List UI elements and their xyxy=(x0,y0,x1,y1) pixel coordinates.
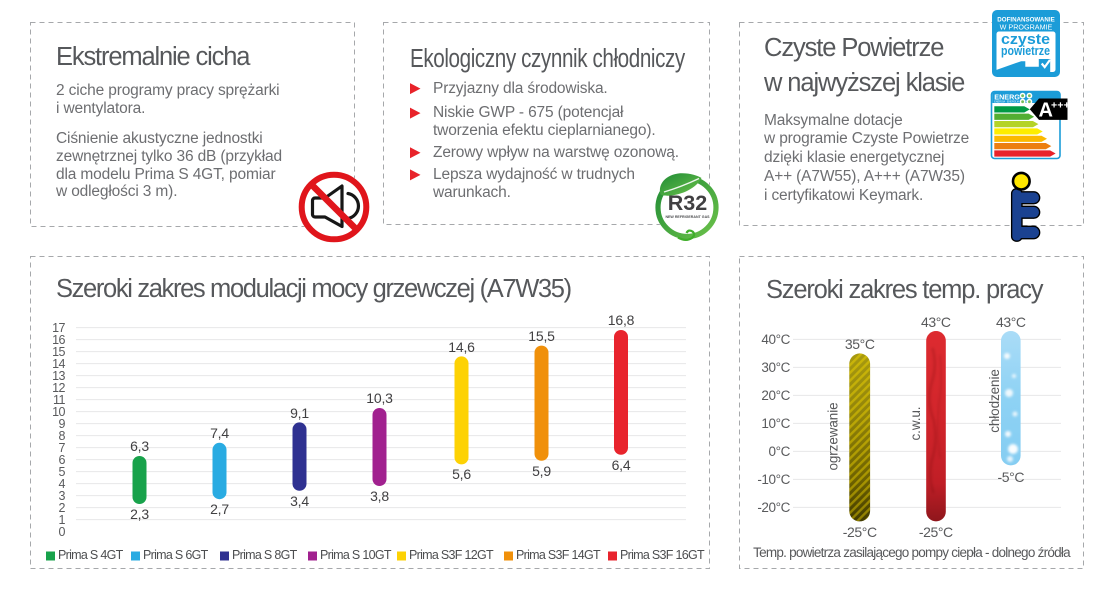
svg-text:chłodzenie: chłodzenie xyxy=(987,369,1002,433)
svg-text:ENERGIA · ENERGIJA · ENERGY: ENERGIA · ENERGIJA · ENERGY xyxy=(994,100,1031,103)
svg-text:ENERG: ENERG xyxy=(994,92,1020,101)
svg-text:W PROGRAMIE: W PROGRAMIE xyxy=(1000,23,1053,32)
svg-text:czyste: czyste xyxy=(1001,31,1050,48)
svg-text:DOFINANSOWANIE: DOFINANSOWANIE xyxy=(997,17,1054,24)
svg-text:powietrze: powietrze xyxy=(1001,43,1050,58)
svg-text:+++: +++ xyxy=(1051,99,1070,111)
svg-text:c.w.u.: c.w.u. xyxy=(908,407,923,441)
svg-text:ogrzewanie: ogrzewanie xyxy=(826,402,841,470)
svg-text:A: A xyxy=(1039,99,1053,121)
